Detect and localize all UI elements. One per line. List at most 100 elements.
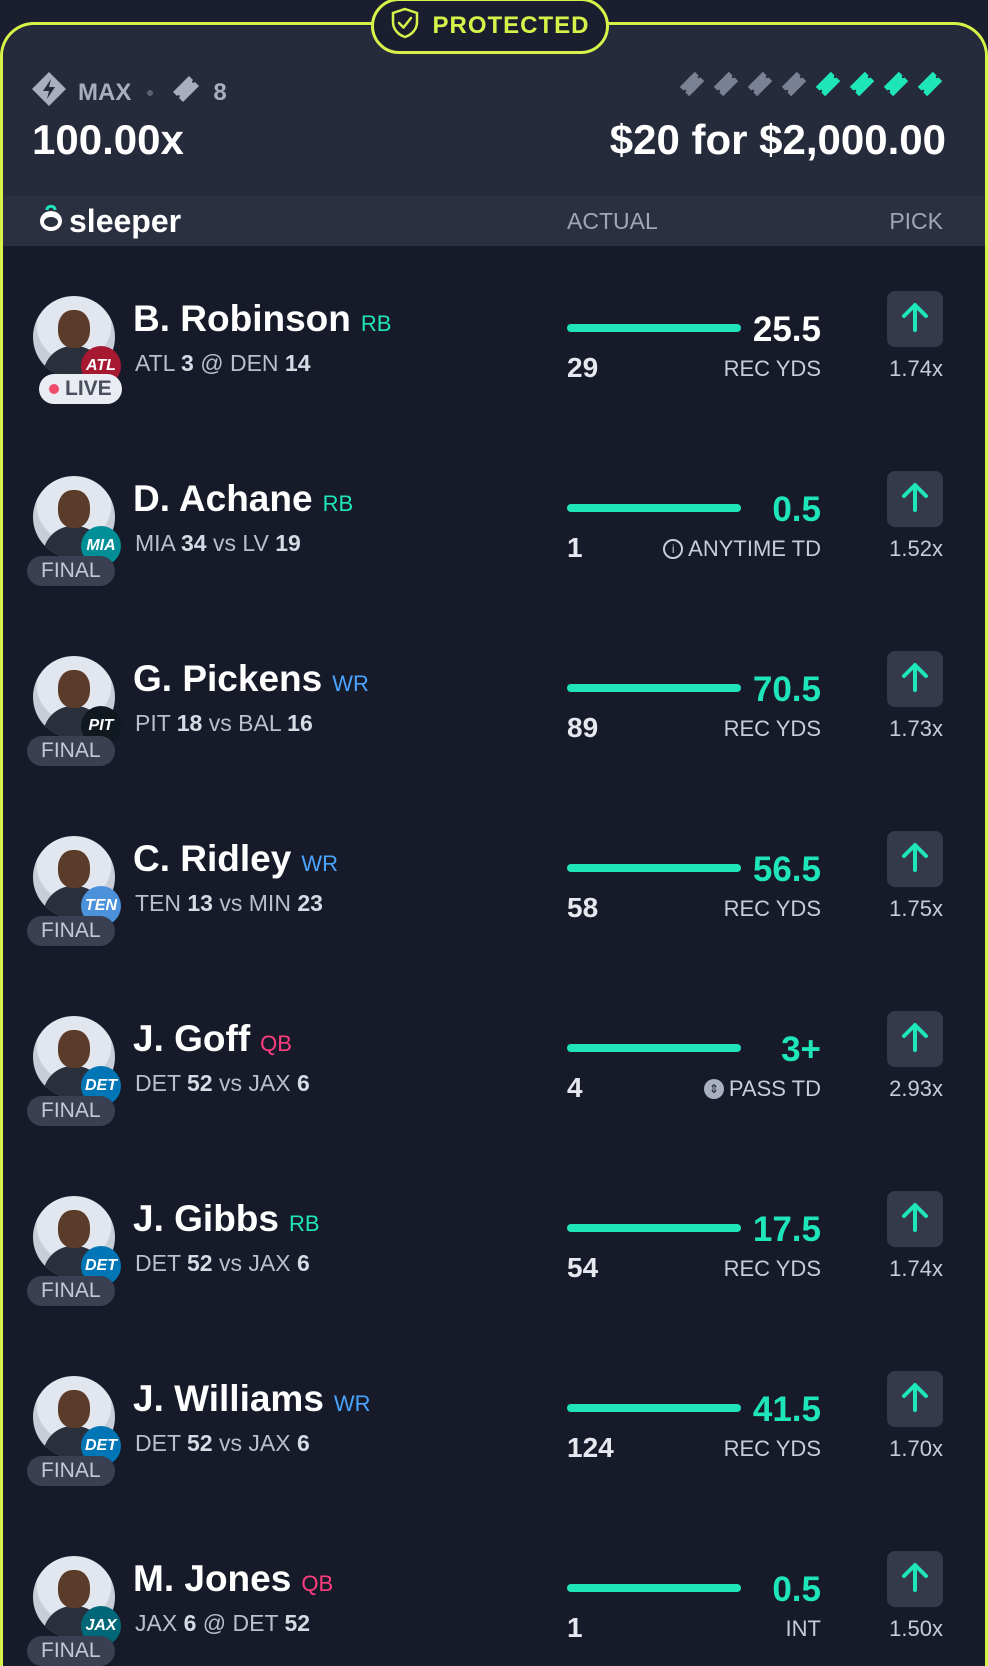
arrow-up-icon	[898, 1020, 932, 1059]
pick-row[interactable]: PIT FINAL G. Pickens WR PIT 18 vs BAL 16 89 70…	[3, 606, 985, 786]
stat-type: INT	[785, 1616, 821, 1641]
player-name: C. Ridley WR	[133, 838, 338, 879]
actual-value: 1	[567, 1612, 583, 1643]
sleeper-logo-icon	[37, 202, 65, 240]
actual-value: 58	[567, 892, 599, 923]
player-name: J. Gibbs RB	[133, 1198, 320, 1239]
final-status-badge: FINAL	[27, 736, 115, 766]
player-position: WR	[332, 671, 369, 696]
progress-bar	[567, 1044, 741, 1052]
payout-multiplier: 100.00x	[32, 116, 184, 163]
higher-pick-button[interactable]	[887, 1011, 943, 1067]
projection-line: 17.5	[752, 1210, 821, 1249]
progress-bar	[567, 1584, 741, 1592]
stat-type: REC YDS	[723, 1256, 821, 1281]
stake-and-payout: $20 for $2,000.00	[609, 116, 946, 163]
player-position: RB	[322, 491, 354, 516]
pick-multiplier: 1.50x	[889, 1616, 943, 1641]
projection-line: 70.5	[752, 670, 821, 709]
separator-dot	[147, 89, 154, 96]
progress-bar	[567, 864, 741, 872]
pick-list: ATL LIVE B. Robinson RB ATL 3 @ DEN 14 29 25.5…	[3, 246, 985, 1666]
entry-mode-row: MAX 8	[30, 70, 227, 115]
higher-pick-button[interactable]	[887, 651, 943, 707]
pick-multiplier: 1.70x	[889, 1436, 943, 1461]
stat-type: REC YDS	[723, 1436, 821, 1461]
sleeper-wordmark: sleeper	[69, 202, 182, 239]
arrow-up-icon	[898, 1200, 932, 1239]
live-dot-icon	[49, 384, 59, 394]
arrow-up-icon	[898, 300, 932, 339]
actual-column-label: ACTUAL	[567, 207, 658, 234]
projection-line: 0.5	[772, 1570, 821, 1609]
lightning-diamond-icon	[30, 70, 68, 115]
pick-row[interactable]: DET FINAL J. Goff QB DET 52 vs JAX 6 4 3+ ⇕ PASS…	[3, 966, 985, 1146]
leg-hit-ticket-icon	[880, 68, 912, 105]
game-score: DET 52 vs JAX 6	[135, 1250, 310, 1276]
higher-pick-button[interactable]	[887, 1191, 943, 1247]
higher-pick-button[interactable]	[887, 1371, 943, 1427]
pick-row[interactable]: DET FINAL J. Williams WR DET 52 vs JAX 6 124 4…	[3, 1326, 985, 1506]
live-status-badge: LIVE	[39, 374, 122, 404]
pick-multiplier: 1.73x	[889, 716, 943, 741]
entry-mode-label: MAX	[78, 78, 132, 106]
status-label: FINAL	[41, 559, 101, 582]
protected-badge: PROTECTED	[371, 0, 609, 54]
pick-row[interactable]: TEN FINAL C. Ridley WR TEN 13 vs MIN 23 58 56.…	[3, 786, 985, 966]
progress-bar	[567, 684, 741, 692]
entry-header	[3, 26, 985, 196]
leg-hit-ticket-icon	[846, 68, 878, 105]
shield-check-icon	[390, 7, 420, 46]
leg-hit-ticket-icon	[812, 68, 844, 105]
leg-pending-ticket-icon	[778, 68, 810, 105]
pick-multiplier: 1.74x	[889, 1256, 943, 1281]
final-status-badge: FINAL	[27, 916, 115, 946]
actual-value: 4	[567, 1072, 583, 1103]
arrow-up-icon	[898, 1380, 932, 1419]
info-icon[interactable]: i	[663, 539, 684, 559]
pick-multiplier: 1.74x	[889, 356, 943, 381]
player-position: WR	[333, 1391, 371, 1416]
actual-value: 54	[567, 1252, 599, 1283]
player-position: QB	[260, 1031, 292, 1056]
team-logo-badge: PIT	[81, 706, 121, 746]
pick-multiplier: 1.52x	[889, 536, 943, 561]
pick-multiplier: 2.93x	[889, 1076, 943, 1101]
progress-bar	[567, 504, 741, 512]
player-position: QB	[301, 1571, 334, 1596]
swap-icon: ⇕	[703, 1079, 724, 1099]
higher-pick-button[interactable]	[887, 1551, 943, 1607]
projection-line: 0.5	[772, 490, 821, 529]
player-position: RB	[288, 1211, 320, 1236]
game-score: DET 52 vs JAX 6	[135, 1070, 310, 1096]
projection-line: 56.5	[752, 850, 821, 889]
final-status-badge: FINAL	[27, 556, 115, 586]
pick-row[interactable]: ATL LIVE B. Robinson RB ATL 3 @ DEN 14 29 25.5…	[3, 246, 985, 426]
higher-pick-button[interactable]	[887, 291, 943, 347]
pick-row[interactable]: MIA FINAL D. Achane RB MIA 34 vs LV 19 1 0.5 i A…	[3, 426, 985, 606]
leg-pending-ticket-icon	[710, 68, 742, 105]
higher-pick-button[interactable]	[887, 471, 943, 527]
projection-line: 41.5	[752, 1390, 821, 1429]
player-position: RB	[360, 311, 392, 336]
game-score: PIT 18 vs BAL 16	[135, 710, 313, 736]
final-status-badge: FINAL	[27, 1096, 115, 1126]
stat-type: ⇕ PASS TD	[703, 1076, 821, 1102]
actual-value: 89	[567, 712, 599, 743]
status-label: FINAL	[41, 919, 101, 942]
pick-row[interactable]: DET FINAL J. Gibbs RB DET 52 vs JAX 6 54 17.5 R…	[3, 1146, 985, 1326]
game-score: MIA 34 vs LV 19	[135, 530, 301, 556]
game-score: TEN 13 vs MIN 23	[135, 890, 323, 916]
pick-row[interactable]: JAX FINAL M. Jones QB JAX 6 @ DET 52 1 0.5 INT 1…	[3, 1506, 985, 1666]
arrow-up-icon	[898, 480, 932, 519]
status-label: FINAL	[41, 1099, 101, 1122]
status-label: FINAL	[41, 739, 101, 762]
pick-multiplier: 1.75x	[889, 896, 943, 921]
higher-pick-button[interactable]	[887, 831, 943, 887]
stat-type: i ANYTIME TD	[663, 536, 821, 562]
player-avatar	[33, 1376, 115, 1458]
projection-line: 3+	[781, 1030, 821, 1069]
leg-pending-ticket-icon	[744, 68, 776, 105]
player-name: G. Pickens WR	[133, 658, 369, 699]
